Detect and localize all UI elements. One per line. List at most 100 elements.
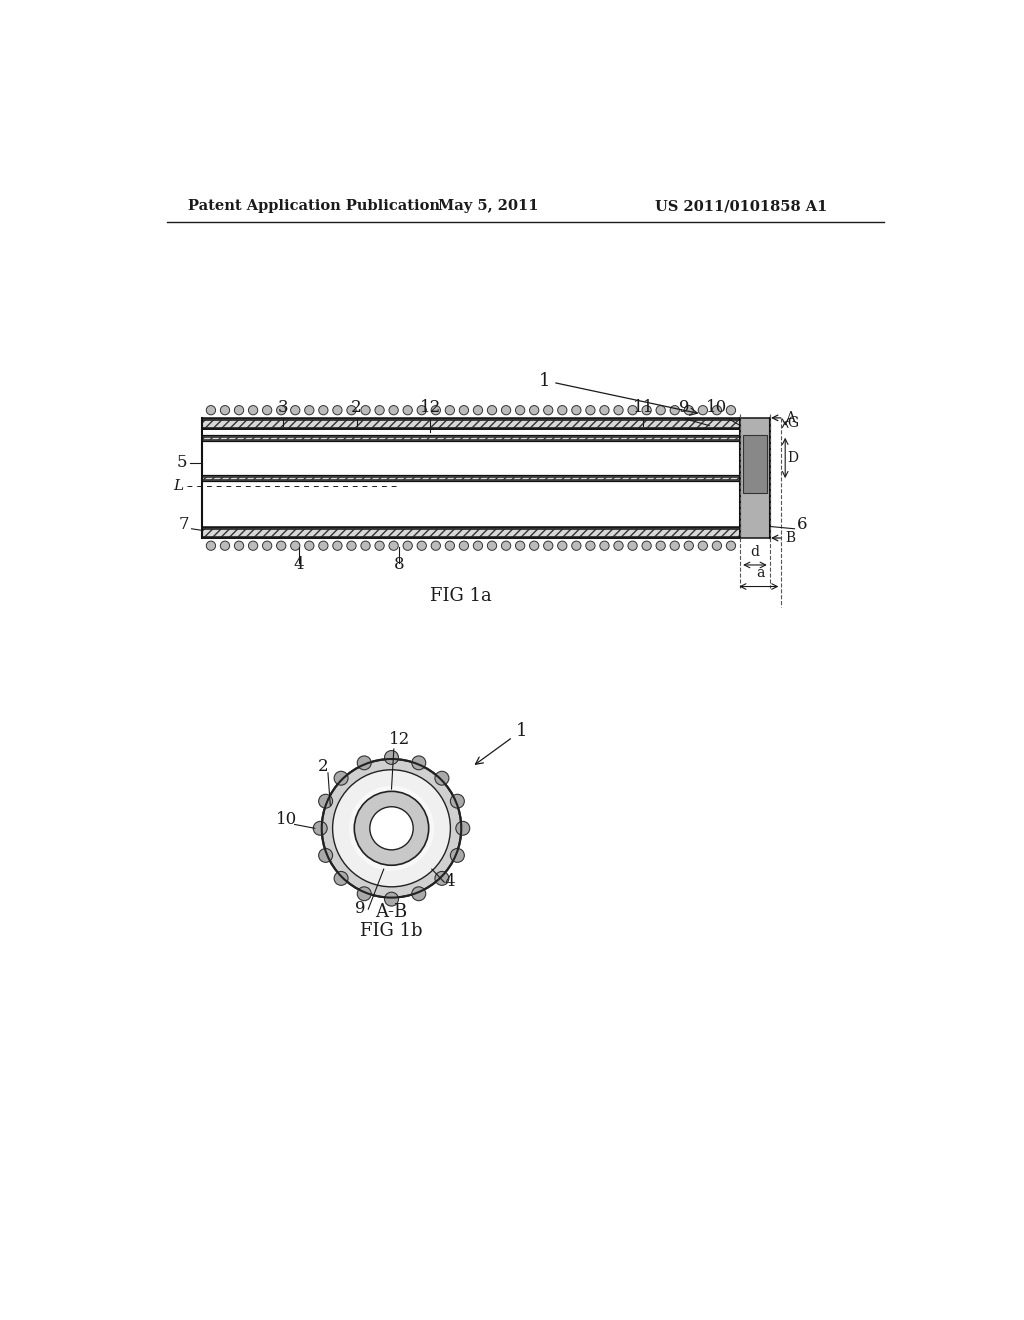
Text: 4: 4 bbox=[444, 873, 455, 890]
Circle shape bbox=[234, 541, 244, 550]
Circle shape bbox=[600, 405, 609, 414]
Circle shape bbox=[431, 405, 440, 414]
Circle shape bbox=[726, 405, 735, 414]
Text: a: a bbox=[757, 566, 765, 581]
Circle shape bbox=[334, 771, 348, 785]
Circle shape bbox=[305, 541, 314, 550]
Polygon shape bbox=[202, 527, 740, 539]
Circle shape bbox=[403, 541, 413, 550]
Polygon shape bbox=[202, 475, 740, 480]
Text: A-B: A-B bbox=[376, 903, 408, 921]
Circle shape bbox=[220, 405, 229, 414]
Circle shape bbox=[656, 405, 666, 414]
Circle shape bbox=[445, 541, 455, 550]
Circle shape bbox=[347, 405, 356, 414]
Circle shape bbox=[385, 892, 398, 906]
Circle shape bbox=[698, 541, 708, 550]
Polygon shape bbox=[202, 536, 740, 539]
Circle shape bbox=[544, 405, 553, 414]
Polygon shape bbox=[202, 440, 740, 441]
Polygon shape bbox=[202, 475, 740, 477]
Circle shape bbox=[473, 541, 482, 550]
Text: 4: 4 bbox=[293, 556, 304, 573]
Circle shape bbox=[305, 405, 314, 414]
Circle shape bbox=[451, 849, 464, 862]
Circle shape bbox=[529, 405, 539, 414]
Circle shape bbox=[713, 405, 722, 414]
Circle shape bbox=[333, 405, 342, 414]
Circle shape bbox=[206, 405, 216, 414]
Polygon shape bbox=[202, 426, 740, 429]
Circle shape bbox=[613, 541, 624, 550]
Circle shape bbox=[417, 405, 426, 414]
Circle shape bbox=[642, 541, 651, 550]
Polygon shape bbox=[202, 434, 740, 437]
Text: 9: 9 bbox=[355, 900, 366, 917]
Text: 9: 9 bbox=[679, 400, 690, 417]
Circle shape bbox=[360, 405, 371, 414]
Polygon shape bbox=[202, 418, 740, 420]
Text: 5: 5 bbox=[177, 454, 187, 471]
Circle shape bbox=[318, 405, 328, 414]
Text: A: A bbox=[785, 411, 796, 425]
Circle shape bbox=[642, 405, 651, 414]
Circle shape bbox=[347, 541, 356, 550]
Circle shape bbox=[456, 821, 470, 836]
Text: 8: 8 bbox=[394, 556, 404, 573]
Circle shape bbox=[451, 795, 464, 808]
Circle shape bbox=[684, 541, 693, 550]
Circle shape bbox=[385, 751, 398, 764]
Circle shape bbox=[276, 541, 286, 550]
Text: FIG 1b: FIG 1b bbox=[360, 923, 423, 940]
Circle shape bbox=[628, 405, 637, 414]
Polygon shape bbox=[740, 418, 770, 539]
Circle shape bbox=[684, 405, 693, 414]
Circle shape bbox=[726, 541, 735, 550]
Text: L: L bbox=[173, 479, 183, 492]
Circle shape bbox=[412, 756, 426, 770]
Text: 1: 1 bbox=[475, 722, 527, 764]
Circle shape bbox=[322, 759, 461, 898]
Text: 12: 12 bbox=[389, 730, 410, 747]
Circle shape bbox=[487, 541, 497, 550]
Circle shape bbox=[613, 405, 624, 414]
Circle shape bbox=[262, 541, 271, 550]
Circle shape bbox=[435, 871, 449, 886]
Circle shape bbox=[249, 405, 258, 414]
Text: D: D bbox=[787, 451, 799, 465]
Circle shape bbox=[586, 541, 595, 550]
Circle shape bbox=[403, 405, 413, 414]
Circle shape bbox=[357, 887, 371, 900]
Circle shape bbox=[318, 849, 333, 862]
Circle shape bbox=[600, 541, 609, 550]
Text: Patent Application Publication: Patent Application Publication bbox=[188, 199, 440, 213]
Circle shape bbox=[412, 887, 426, 900]
Circle shape bbox=[586, 405, 595, 414]
Circle shape bbox=[417, 541, 426, 550]
Text: G: G bbox=[787, 416, 799, 430]
Circle shape bbox=[459, 541, 469, 550]
Circle shape bbox=[670, 541, 679, 550]
Circle shape bbox=[206, 541, 216, 550]
Text: 10: 10 bbox=[276, 812, 298, 829]
Circle shape bbox=[333, 541, 342, 550]
Polygon shape bbox=[202, 479, 740, 480]
Text: US 2011/0101858 A1: US 2011/0101858 A1 bbox=[655, 199, 827, 213]
Circle shape bbox=[502, 405, 511, 414]
Circle shape bbox=[431, 541, 440, 550]
Circle shape bbox=[459, 405, 469, 414]
Circle shape bbox=[445, 405, 455, 414]
Circle shape bbox=[334, 871, 348, 886]
Circle shape bbox=[354, 791, 429, 866]
Polygon shape bbox=[202, 434, 740, 441]
Circle shape bbox=[389, 541, 398, 550]
Circle shape bbox=[357, 756, 371, 770]
Circle shape bbox=[349, 785, 434, 871]
Circle shape bbox=[249, 541, 258, 550]
Circle shape bbox=[713, 541, 722, 550]
Text: 2: 2 bbox=[318, 758, 329, 775]
Polygon shape bbox=[742, 434, 767, 492]
Text: 10: 10 bbox=[707, 400, 728, 417]
Circle shape bbox=[370, 807, 414, 850]
Circle shape bbox=[571, 405, 581, 414]
